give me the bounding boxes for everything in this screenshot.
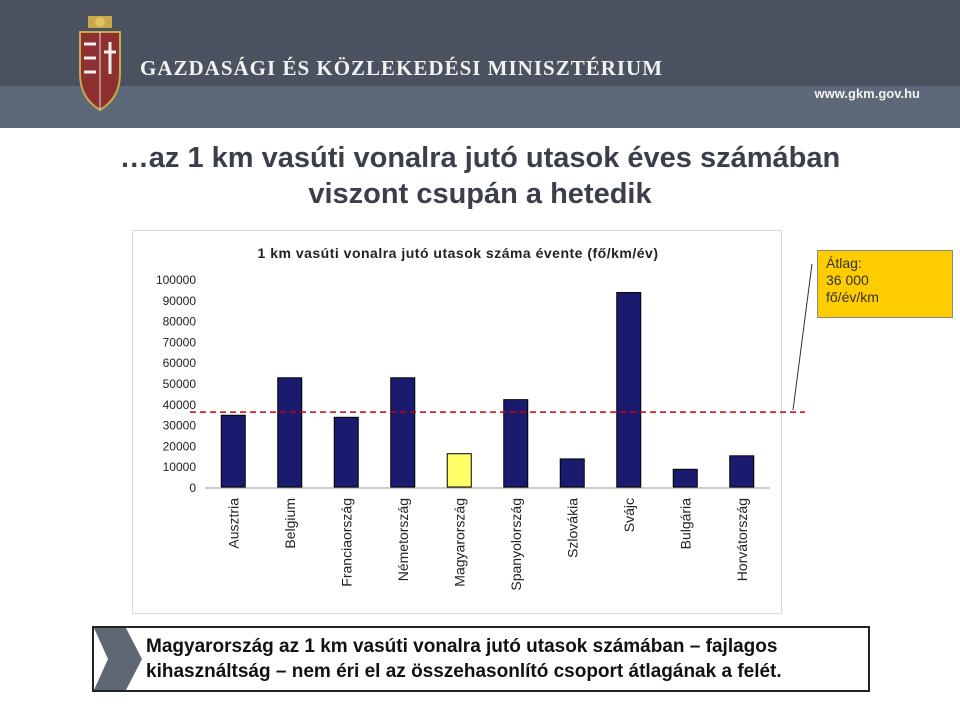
- y-tick-label: 70000: [163, 335, 197, 349]
- y-tick-label: 100000: [156, 273, 196, 287]
- website-url[interactable]: www.gkm.gov.hu: [814, 86, 920, 101]
- callout-line-3: fő/év/km: [826, 289, 879, 305]
- y-tick-label: 20000: [163, 439, 197, 453]
- chevron-arrow-icon: [94, 628, 142, 690]
- conclusion-line-2: kihasználtság – nem éri el az összehason…: [146, 661, 782, 682]
- ministry-name: GAZDASÁGI ÉS KÖZLEKEDÉSI MINISZTÉRIUM: [140, 56, 664, 80]
- y-tick-label: 60000: [163, 356, 197, 370]
- category-label: Belgium: [282, 498, 298, 549]
- bar: [503, 399, 529, 488]
- bar: [333, 416, 359, 488]
- bar: [672, 468, 698, 488]
- conclusion-line-1: Magyarország az 1 km vasúti vonalra jutó…: [146, 636, 778, 657]
- category-label: Spanyolország: [508, 498, 524, 591]
- y-tick-label: 0: [189, 481, 196, 495]
- y-tick-label: 80000: [163, 315, 197, 329]
- category-label: Bulgária: [677, 498, 693, 550]
- average-callout: Átlag: 36 000 fő/év/km: [817, 250, 953, 318]
- category-label: Németország: [395, 498, 411, 581]
- bar: [220, 414, 246, 488]
- slide-title: …az 1 km vasúti vonalra jutó utasok éves…: [0, 140, 960, 212]
- category-label: Szlovákia: [564, 498, 580, 558]
- conclusion-box: Magyarország az 1 km vasúti vonalra jutó…: [92, 626, 870, 692]
- slide-title-line-1: …az 1 km vasúti vonalra jutó utasok éves…: [119, 142, 841, 174]
- y-tick-label: 10000: [163, 460, 197, 474]
- category-label: Horvátország: [734, 498, 750, 581]
- conclusion-text: Magyarország az 1 km vasúti vonalra jutó…: [146, 634, 862, 684]
- y-tick-label: 50000: [163, 377, 197, 391]
- header-band: [0, 86, 960, 128]
- bar: [729, 455, 755, 488]
- bar: [277, 377, 303, 488]
- category-label: Magyarország: [451, 498, 467, 587]
- category-label: Franciaország: [338, 498, 354, 587]
- y-tick-label: 90000: [163, 294, 197, 308]
- bar: [390, 377, 416, 488]
- bar: [616, 292, 642, 488]
- y-tick-label: 30000: [163, 419, 197, 433]
- y-tick-label: 40000: [163, 398, 197, 412]
- category-label: Ausztria: [225, 498, 241, 549]
- bar: [446, 453, 472, 488]
- header-banner: GAZDASÁGI ÉS KÖZLEKEDÉSI MINISZTÉRIUM ww…: [0, 0, 960, 128]
- callout-line-2: 36 000: [826, 272, 869, 288]
- callout-pointer: [792, 263, 813, 411]
- hungarian-coat-of-arms-icon: [79, 16, 121, 112]
- category-label: Svájc: [621, 498, 637, 532]
- chart-title: 1 km vasúti vonalra jutó utasok száma év…: [258, 245, 659, 261]
- slide-title-line-2: viszont csupán a hetedik: [308, 178, 652, 210]
- bar: [559, 458, 585, 488]
- callout-line-1: Átlag:: [826, 255, 862, 271]
